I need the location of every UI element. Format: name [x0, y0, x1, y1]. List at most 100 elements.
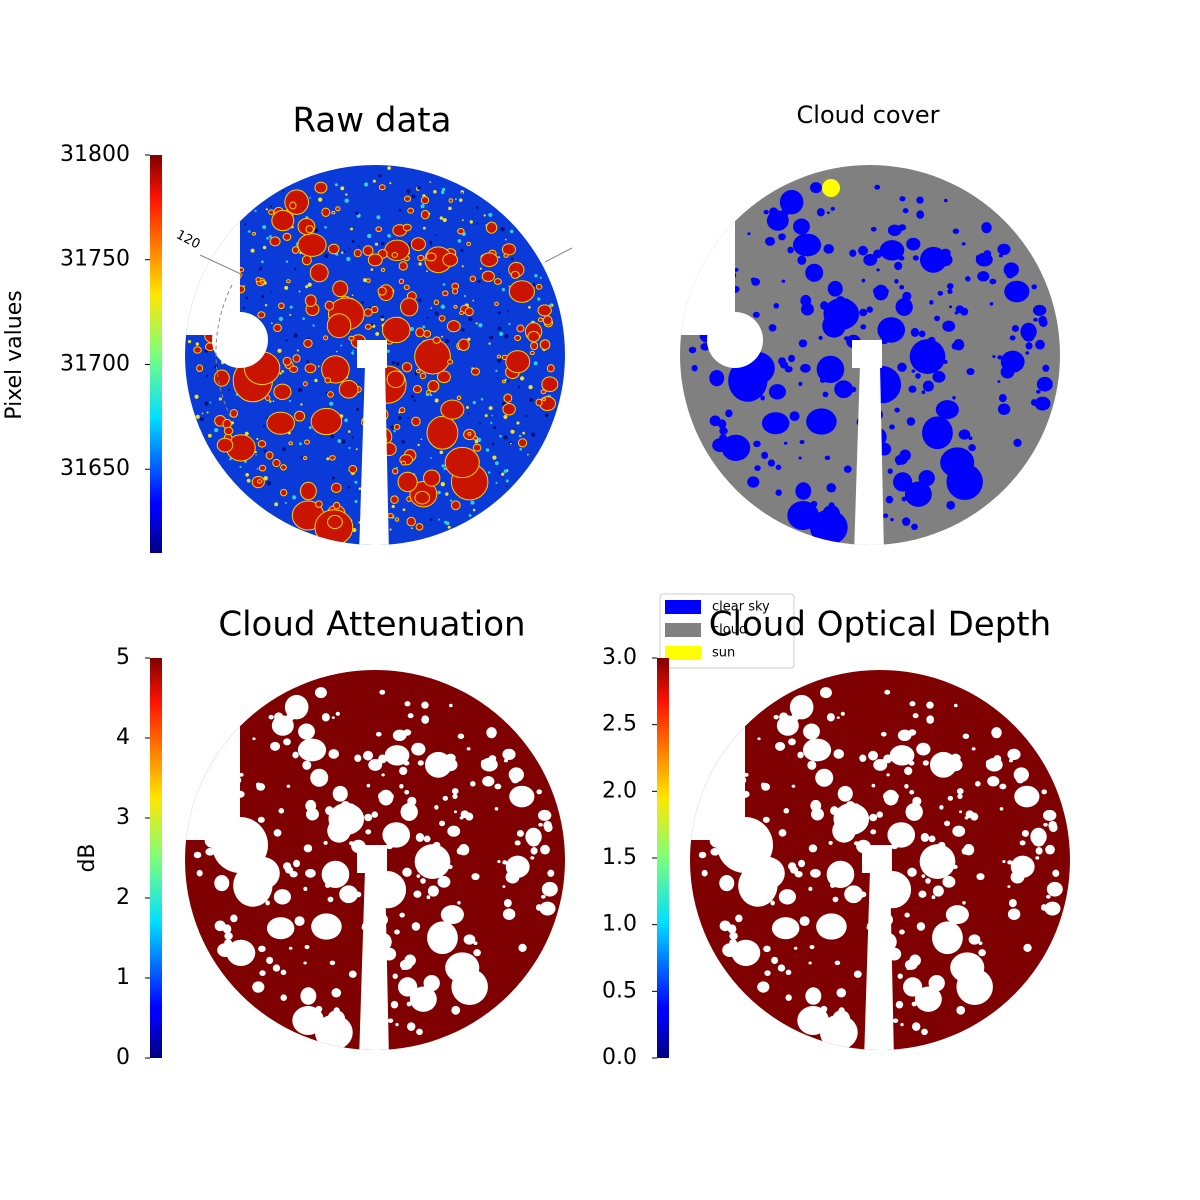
cloud-gap — [303, 338, 313, 348]
cloud-gap — [898, 224, 907, 231]
noise-dot — [274, 502, 279, 507]
noise-dot — [472, 299, 475, 302]
cloud-gap — [887, 822, 916, 848]
cloud-gap — [329, 455, 336, 461]
colorbar-tick-label: 0.0 — [602, 1045, 637, 1070]
cloud-gap — [926, 715, 935, 724]
noise-dot — [448, 206, 452, 211]
cloud-gap — [1016, 776, 1025, 784]
cloud-gap — [398, 407, 406, 414]
noise-dot — [347, 430, 351, 433]
noise-dot — [209, 401, 212, 404]
cloud-gap — [752, 479, 757, 484]
cloud-gap — [798, 859, 806, 868]
cloud-gap — [805, 987, 822, 1005]
cloud-gap — [1009, 335, 1016, 341]
cloud-gap — [709, 370, 725, 387]
cloud-gap — [1007, 908, 1021, 920]
cloud-gap — [392, 729, 407, 742]
cloud-gap — [502, 748, 516, 760]
cloud-gap — [335, 711, 340, 716]
noise-dot — [501, 288, 505, 292]
cloud-gap — [926, 701, 934, 709]
cloud-gap — [404, 701, 411, 707]
noise-dot — [340, 344, 343, 347]
noise-dot — [454, 198, 457, 201]
cloud-gap — [832, 896, 839, 903]
noise-dot — [389, 528, 392, 531]
cloud-gap — [827, 280, 843, 297]
noise-dot — [308, 426, 312, 429]
cloud-gap — [423, 330, 432, 338]
cloud-gap — [789, 694, 814, 720]
panel — [185, 670, 565, 1050]
cloud-gap — [810, 730, 819, 738]
noise-dot — [463, 294, 467, 298]
cloud-gap — [432, 336, 441, 344]
cloud-gap — [872, 287, 882, 296]
noise-dot — [355, 211, 359, 216]
cloud-gap — [457, 900, 461, 905]
cloud-gap — [775, 741, 786, 751]
cloud-gap — [402, 223, 412, 232]
cloud-gap — [514, 840, 521, 846]
cloud-gap — [226, 939, 256, 967]
noise-dot — [204, 401, 209, 406]
cloud-gap — [536, 789, 542, 795]
cloud-gap — [1038, 315, 1047, 325]
cloud-gap — [921, 390, 926, 395]
mask-region — [357, 340, 387, 368]
cloud-gap — [377, 286, 387, 296]
cloud-gap — [390, 1000, 399, 1009]
cloud-gap — [830, 806, 839, 816]
cloud-gap — [438, 315, 446, 322]
cloud-gap — [882, 370, 900, 388]
noise-dot — [478, 422, 481, 425]
cloud-gap — [928, 975, 945, 992]
cloud-gap — [934, 315, 941, 322]
cloud-gap — [999, 783, 1007, 790]
colorbar-tick-label: 31750 — [60, 247, 130, 272]
noise-dot — [506, 379, 510, 383]
cloud-gap — [899, 285, 905, 290]
noise-dot — [351, 436, 354, 439]
cloud-gap — [879, 240, 905, 261]
cloud-gap — [688, 346, 697, 354]
cloud-gap — [892, 875, 910, 893]
legend-swatch — [665, 600, 701, 614]
cloud-gap — [971, 747, 976, 751]
cloud-gap — [943, 198, 948, 203]
noise-dot — [539, 276, 542, 279]
cloud-gap — [292, 354, 301, 363]
polar-grid-arc — [215, 284, 233, 421]
cloud-gap — [410, 237, 426, 252]
cloud-gap — [819, 687, 832, 699]
noise-dot — [289, 313, 292, 316]
noise-dot — [498, 311, 501, 315]
noise-dot — [442, 283, 446, 286]
cloud-gap — [529, 350, 535, 356]
noise-dot — [314, 378, 318, 383]
cloud-gap — [965, 276, 971, 282]
noise-dot — [437, 490, 441, 495]
cloud-gap — [981, 222, 992, 234]
cloud-gap — [538, 822, 543, 827]
cloud-gap — [962, 432, 966, 436]
cloud-gap — [918, 890, 927, 898]
cloud-gap — [997, 403, 1011, 415]
cloud-gap — [866, 306, 873, 313]
noise-dot — [395, 361, 400, 366]
noise-dot — [447, 525, 451, 529]
cloud-gap — [371, 305, 379, 314]
cloud-gap — [414, 338, 451, 375]
noise-dot — [510, 429, 515, 434]
cloud-gap — [397, 471, 418, 493]
noise-dot — [441, 187, 446, 192]
cloud-gap — [502, 402, 516, 416]
cloud-gap — [882, 792, 892, 801]
noise-dot — [409, 326, 414, 331]
cloud-gap — [958, 810, 963, 814]
cloud-gap — [464, 307, 474, 317]
cloud-gap — [421, 715, 430, 724]
cloud-gap — [906, 417, 916, 426]
